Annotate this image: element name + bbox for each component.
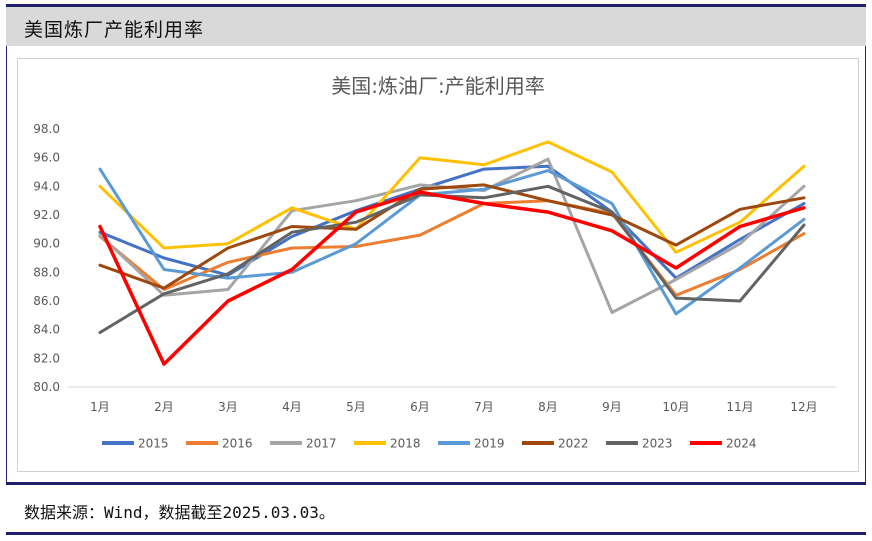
legend-label: 2015 — [138, 437, 169, 451]
legend-label: 2016 — [222, 437, 253, 451]
legend-label: 2018 — [390, 437, 421, 451]
x-tick-label: 6月 — [410, 400, 430, 414]
page-title: 美国炼厂产能利用率 — [24, 19, 205, 41]
x-tick-label: 12月 — [790, 400, 817, 414]
y-tick-label: 88.0 — [33, 265, 60, 279]
y-tick-label: 92.0 — [33, 208, 60, 222]
legend-label: 2019 — [474, 437, 505, 451]
x-tick-label: 10月 — [662, 400, 689, 414]
x-tick-label: 3月 — [218, 400, 238, 414]
y-tick-label: 90.0 — [33, 237, 60, 251]
legend-item-2016: 2016 — [186, 437, 253, 451]
page-header: 美国炼厂产能利用率 — [6, 4, 866, 46]
y-tick-label: 80.0 — [33, 380, 60, 394]
series-lines — [98, 140, 806, 366]
legend-label: 2017 — [306, 437, 337, 451]
y-tick-label: 82.0 — [33, 351, 60, 365]
data-source-note: 数据来源：Wind，数据截至2025.03.03。 — [24, 503, 335, 522]
legend: 2015 2016 2017 2018 2019 2022 2023 2024 — [102, 437, 757, 451]
series-line-2017 — [98, 157, 806, 314]
legend-item-2015: 2015 — [102, 437, 169, 451]
x-axis: 1月 2月 3月 4月 5月 6月 7月 8月 9月 10月 11月 12月 — [68, 386, 836, 414]
series-line-2022 — [98, 183, 806, 290]
legend-label: 2022 — [558, 437, 589, 451]
x-tick-label: 1月 — [90, 400, 110, 414]
y-axis: 80.0 82.0 84.0 86.0 88.0 90.0 92.0 94.0 96.0 98.0 — [33, 122, 60, 394]
series-line-2023 — [98, 184, 806, 334]
series-line-2016 — [98, 199, 806, 297]
chart-title: 美国:炼油厂:产能利用率 — [331, 74, 544, 98]
y-tick-label: 98.0 — [33, 122, 60, 136]
legend-item-2024: 2024 — [690, 437, 757, 451]
legend-item-2023: 2023 — [606, 437, 673, 451]
y-tick-label: 94.0 — [33, 179, 60, 193]
legend-item-2019: 2019 — [438, 437, 505, 451]
x-tick-label: 2月 — [154, 400, 174, 414]
chart-frame: 美国:炼油厂:产能利用率 80.0 82.0 84.0 86.0 88.0 90.0 92.… — [17, 58, 859, 472]
y-tick-label: 84.0 — [33, 323, 60, 337]
series-line-2024 — [98, 190, 806, 366]
x-tick-label: 5月 — [346, 400, 366, 414]
series-line-2018 — [98, 140, 806, 254]
legend-item-2022: 2022 — [522, 437, 589, 451]
legend-label: 2024 — [726, 437, 757, 451]
x-tick-label: 8月 — [538, 400, 558, 414]
legend-item-2018: 2018 — [354, 437, 421, 451]
page-footer: 数据来源：Wind，数据截至2025.03.03。 — [6, 482, 866, 535]
chart-panel — [6, 46, 866, 482]
legend-label: 2023 — [642, 437, 673, 451]
x-tick-label: 9月 — [602, 400, 622, 414]
legend-item-2017: 2017 — [270, 437, 337, 451]
line-chart: 美国:炼油厂:产能利用率 80.0 82.0 84.0 86.0 88.0 90.0 92.… — [33, 74, 836, 451]
x-tick-label: 7月 — [474, 400, 494, 414]
x-tick-label: 11月 — [726, 400, 753, 414]
y-tick-label: 96.0 — [33, 151, 60, 165]
series-line-2015 — [98, 164, 806, 280]
x-tick-label: 4月 — [282, 400, 302, 414]
y-tick-label: 86.0 — [33, 294, 60, 308]
